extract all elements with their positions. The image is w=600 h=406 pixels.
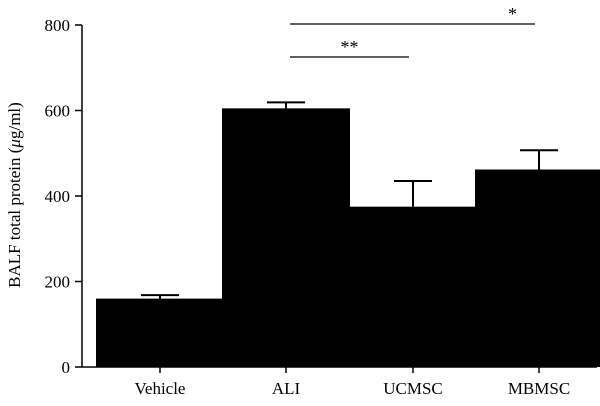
x-axis: Vehicle ALI UCMSC MBMSC: [82, 366, 597, 398]
y-tick-label: 600: [45, 102, 71, 121]
bars: [96, 108, 600, 368]
bar: [349, 206, 477, 367]
x-tick-label: Vehicle: [135, 379, 186, 398]
y-tick-label: 800: [45, 16, 71, 35]
bar: [475, 169, 600, 367]
x-tick-label: ALI: [272, 379, 301, 398]
significance-label: **: [341, 37, 359, 57]
x-tick-label: MBMSC: [508, 379, 570, 398]
bar: [222, 108, 350, 368]
error-bars: [141, 101, 558, 299]
y-axis: 0 200 400 600 800: [45, 16, 83, 377]
y-axis-title: BALF total protein (μg/ml): [5, 102, 24, 288]
y-tick-label: 400: [45, 187, 71, 206]
x-tick-label: UCMSC: [383, 379, 443, 398]
y-tick-label: 0: [62, 358, 71, 377]
significance-label: *: [508, 4, 517, 24]
y-tick-label: 200: [45, 273, 71, 292]
bar: [96, 298, 224, 367]
significance-brackets: ***: [290, 4, 535, 58]
